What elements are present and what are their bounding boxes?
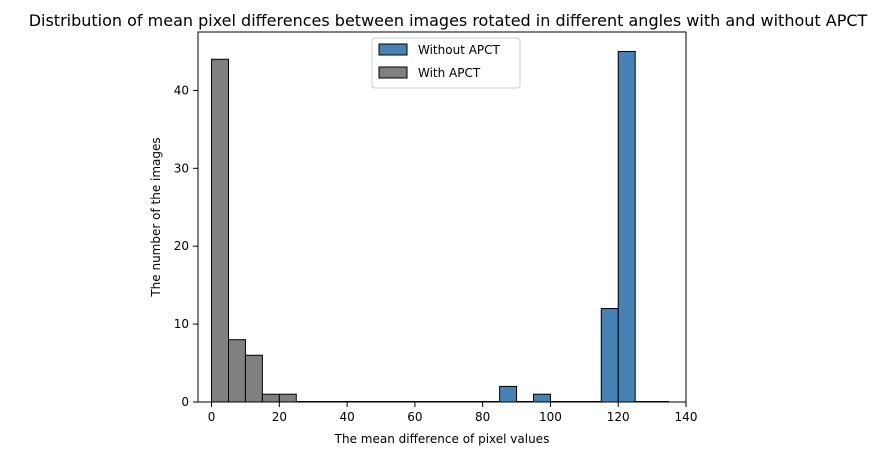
bars-layer [211,50,670,403]
bar-with-apct-2 [244,354,263,403]
bar-with-apct-3 [261,393,280,403]
y-axis-label: The number of the images [149,137,163,297]
bar-without-apct-3 [617,50,636,403]
y-tick-label-0: 0 [181,395,189,409]
bar-without-apct-2 [600,308,619,403]
y-tick-label-10: 10 [174,317,189,331]
y-tick-label-30: 30 [174,161,189,175]
legend-swatch-without-apct [378,43,408,56]
legend: Without APCT With APCT [371,37,521,89]
x-tick-label-20: 20 [272,410,287,424]
legend-label-with-apct: With APCT [418,66,481,80]
x-axis-ticks: 0 20 40 60 80 100 120 140 [208,402,698,424]
bar-without-apct-0 [499,385,518,403]
legend-label-without-apct: Without APCT [418,43,501,57]
bar-without-apct-1 [533,393,551,403]
bar-with-apct-4 [278,393,297,403]
x-tick-label-80: 80 [475,410,490,424]
legend-swatch-with-apct [378,66,408,79]
plot-frame [197,31,687,403]
x-tick-label-40: 40 [339,410,354,424]
chart-title: Distribution of mean pixel differences b… [29,11,868,30]
bar-with-apct-0 [211,58,230,403]
x-axis-label: The mean difference of pixel values [334,432,550,446]
x-tick-label-120: 120 [607,410,630,424]
legend-box [371,37,521,89]
x-tick-label-60: 60 [407,410,422,424]
y-axis-ticks: 0 10 20 30 40 [174,83,198,409]
bar-with-apct-1 [228,339,246,403]
x-tick-label-140: 140 [675,410,698,424]
x-tick-label-0: 0 [208,410,216,424]
y-tick-label-40: 40 [174,83,189,97]
x-tick-label-100: 100 [539,410,562,424]
y-tick-label-20: 20 [174,239,189,253]
